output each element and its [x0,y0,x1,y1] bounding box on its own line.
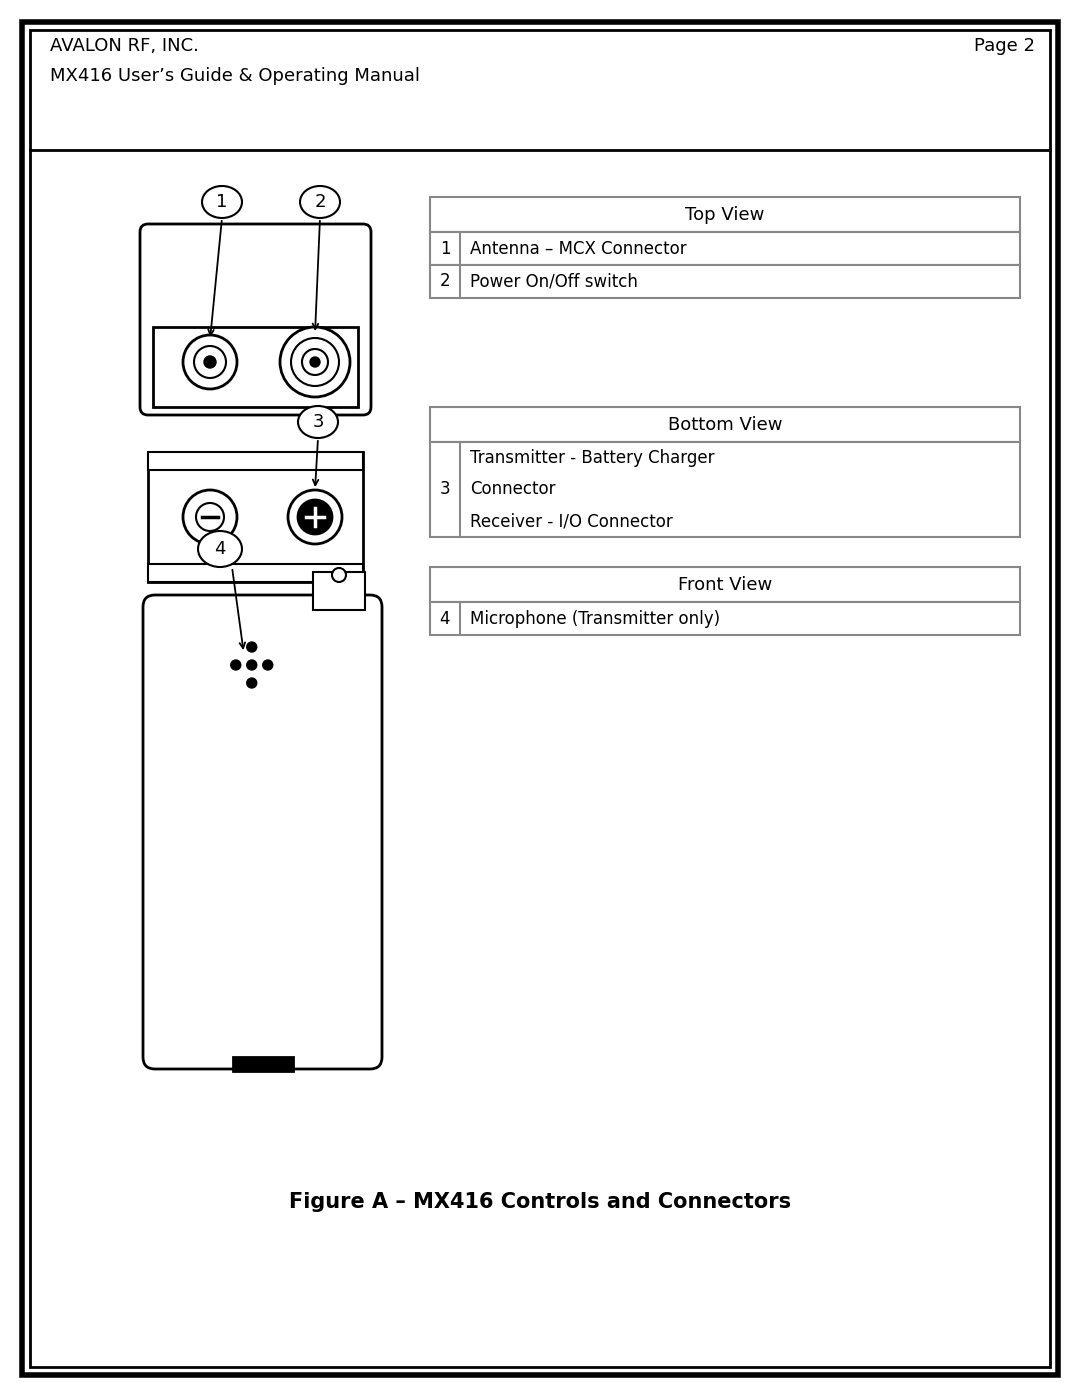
Ellipse shape [298,407,338,439]
Text: 2: 2 [314,193,326,211]
Circle shape [195,503,224,531]
Text: Page 2: Page 2 [974,36,1035,54]
Bar [148,564,363,583]
Text: 4: 4 [440,609,450,627]
FancyBboxPatch shape [140,224,372,415]
Bar [430,567,1020,602]
Text: 3: 3 [312,414,324,432]
Circle shape [246,678,257,687]
Text: Power On/Off switch: Power On/Off switch [470,272,638,291]
Text: MX416 User’s Guide & Operating Manual: MX416 User’s Guide & Operating Manual [50,67,420,85]
Text: 1: 1 [216,193,228,211]
Circle shape [332,569,346,583]
Bar [153,327,357,407]
Circle shape [246,643,257,652]
Text: Bottom View: Bottom View [667,415,782,433]
Text: Transmitter - Battery Charger: Transmitter - Battery Charger [470,448,715,467]
Circle shape [204,356,216,367]
Text: Figure A – MX416 Controls and Connectors: Figure A – MX416 Controls and Connectors [289,1192,791,1213]
Bar [430,602,1020,636]
Circle shape [302,349,328,374]
Bar [148,453,363,469]
Circle shape [183,335,237,388]
Text: Connector: Connector [470,481,555,499]
FancyBboxPatch shape [143,595,382,1069]
Text: Antenna – MCX Connector: Antenna – MCX Connector [470,239,687,257]
Bar [430,197,1020,232]
Circle shape [262,659,273,671]
Bar [430,407,1020,441]
Text: 1: 1 [440,239,450,257]
Text: AVALON RF, INC.: AVALON RF, INC. [50,36,199,54]
Ellipse shape [198,531,242,567]
Text: Top View: Top View [686,205,765,224]
Circle shape [246,659,257,671]
Text: 3: 3 [440,481,450,499]
Circle shape [291,338,339,386]
Ellipse shape [300,186,340,218]
Text: Front View: Front View [678,576,772,594]
Bar [148,453,363,583]
Circle shape [298,500,332,534]
Ellipse shape [202,186,242,218]
Circle shape [183,490,237,543]
Bar [430,265,1020,298]
Circle shape [310,358,320,367]
Circle shape [231,659,241,671]
Text: 4: 4 [214,541,226,557]
Circle shape [280,327,350,397]
Circle shape [194,346,226,379]
Circle shape [288,490,342,543]
Bar [430,232,1020,265]
Bar [232,1058,293,1071]
Text: Microphone (Transmitter only): Microphone (Transmitter only) [470,609,720,627]
Bar [313,571,365,610]
Text: 2: 2 [440,272,450,291]
Text: Receiver - I/O Connector: Receiver - I/O Connector [470,513,673,531]
Bar [430,441,1020,536]
